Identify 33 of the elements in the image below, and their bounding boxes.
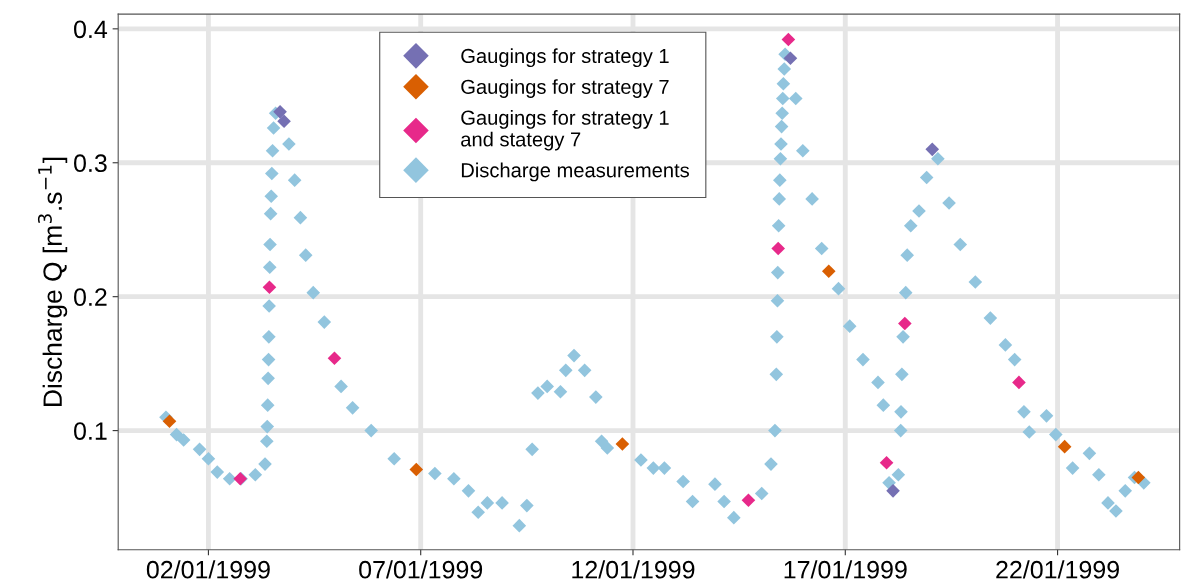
point xyxy=(925,142,940,157)
x-tick-label: 22/01/1999 xyxy=(996,560,1119,579)
point xyxy=(262,280,277,295)
point xyxy=(821,264,836,279)
x-tick-label: 12/01/1999 xyxy=(572,560,695,579)
point xyxy=(771,241,786,256)
legend-label: Gaugings for strategy 7 xyxy=(461,79,669,98)
legend-label: Discharge measurements xyxy=(461,162,689,182)
y-tick-label: 0.2 xyxy=(74,288,107,306)
x-tick-label: 07/01/1999 xyxy=(359,560,483,579)
point xyxy=(1057,439,1072,454)
y-axis-title: Discharge Q [m$^{3}$.s$^{−1}$] xyxy=(37,157,68,406)
x-tick-label: 02/01/1999 xyxy=(146,560,270,579)
legend-label: Gaugings for strategy 1 xyxy=(461,48,669,68)
point xyxy=(162,414,177,429)
x-tick-label: 17/01/1999 xyxy=(784,560,907,579)
point xyxy=(409,462,424,477)
point xyxy=(273,105,287,119)
y-tick-label: 0.3 xyxy=(74,154,107,173)
point xyxy=(327,351,342,366)
point xyxy=(741,493,756,508)
y-tick-label: 0.1 xyxy=(74,422,107,440)
point xyxy=(615,437,630,451)
y-tick-label: 0.4 xyxy=(74,20,108,39)
point xyxy=(781,32,796,47)
legend-label: Gaugings for strategy 1 and stategy 7 xyxy=(461,110,669,151)
point xyxy=(1012,375,1026,390)
point xyxy=(886,484,900,498)
point xyxy=(879,455,894,470)
point xyxy=(783,51,798,66)
point xyxy=(277,114,291,129)
point xyxy=(898,316,912,331)
point xyxy=(1131,470,1146,485)
